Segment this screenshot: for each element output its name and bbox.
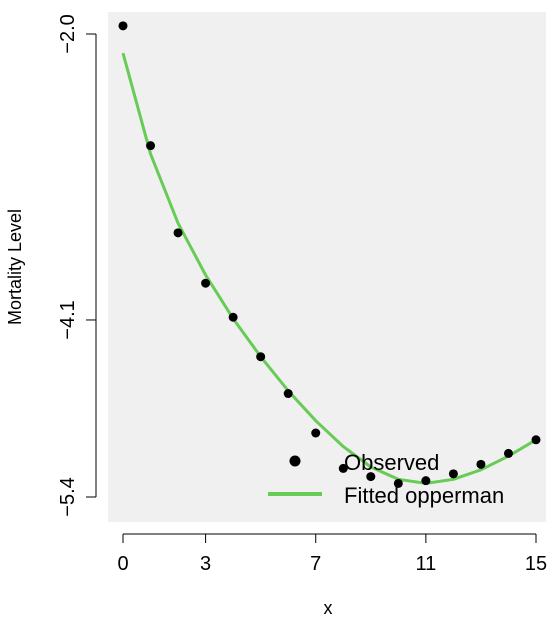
legend-observed-marker: [289, 455, 301, 467]
observed-point: [393, 478, 403, 488]
observed-point: [173, 228, 183, 238]
observed-point: [421, 476, 431, 486]
x-tick-label: 3: [200, 553, 211, 575]
y-tick-label: −2.0: [57, 14, 79, 53]
observed-point: [283, 389, 293, 399]
x-tick-label: 7: [310, 553, 321, 575]
x-axis-title: x: [324, 598, 333, 618]
x-tick-label: 0: [117, 553, 128, 575]
observed-point: [146, 141, 156, 151]
legend-observed-label: Observed: [344, 450, 439, 475]
observed-point: [118, 21, 128, 31]
observed-point: [448, 469, 458, 479]
legend: Observed Fitted opperman: [268, 450, 504, 508]
observed-point: [256, 352, 266, 362]
x-tick-label: 15: [525, 553, 547, 575]
observed-point: [503, 448, 513, 458]
y-tick-label: −4.1: [57, 300, 79, 339]
fitted-opperman-line: [121, 52, 537, 485]
observed-point: [201, 278, 211, 288]
observed-point: [476, 459, 486, 469]
y-axis: −2.0 −4.1 −5.4: [57, 14, 97, 517]
fitted-line-layer: [121, 52, 537, 485]
observed-point: [228, 312, 238, 322]
x-axis: 0 3 7 11 15: [117, 533, 547, 575]
x-tick-label: 11: [415, 553, 436, 575]
y-axis-title: Mortality Level: [5, 209, 25, 325]
legend-fitted-label: Fitted opperman: [344, 483, 504, 508]
plot-panel-background: [108, 12, 546, 522]
observed-point: [531, 435, 541, 445]
y-tick-label: −5.4: [57, 477, 79, 516]
observed-point: [366, 472, 376, 482]
observed-point: [338, 463, 348, 473]
observed-points-layer: [118, 21, 541, 488]
observed-point: [311, 428, 321, 438]
